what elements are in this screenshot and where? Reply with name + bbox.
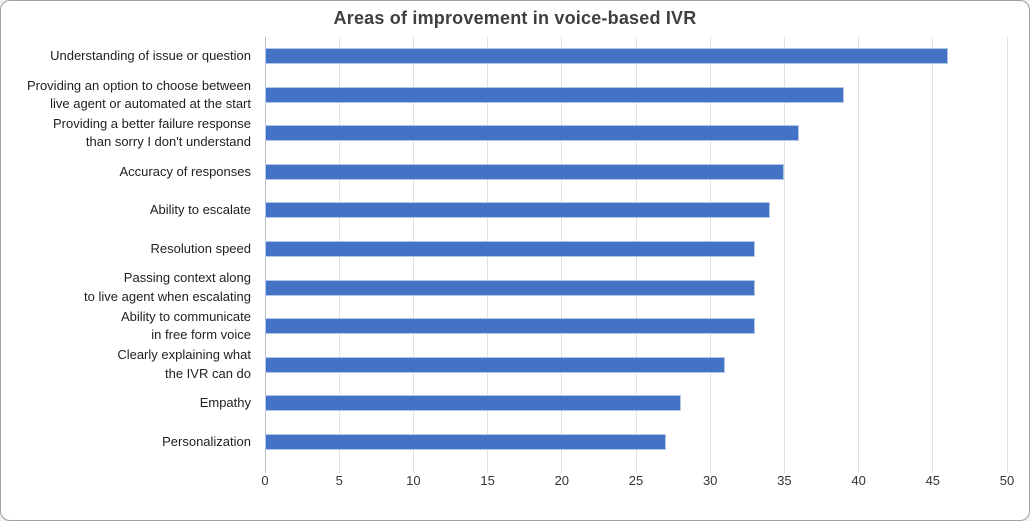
x-tick-label: 50 xyxy=(999,473,1015,488)
bar-row: Providing a better failure response than… xyxy=(1,114,1029,153)
bar-track xyxy=(265,37,1007,76)
category-label: Ability to communicate in free form voic… xyxy=(120,308,251,343)
category-label: Accuracy of responses xyxy=(119,163,251,179)
gridline xyxy=(858,37,860,473)
bar-track xyxy=(265,268,1007,307)
bar-row: Clearly explaining what the IVR can do xyxy=(1,345,1029,384)
bar xyxy=(265,356,726,373)
gridline xyxy=(783,37,785,473)
bar-rows: Understanding of issue or question Provid… xyxy=(1,37,1029,461)
bar xyxy=(265,279,755,296)
bar-row: Resolution speed xyxy=(1,230,1029,269)
category-label: Providing an option to choose between li… xyxy=(26,77,251,111)
bar-track xyxy=(265,422,1007,461)
category-label: Resolution speed xyxy=(150,240,251,256)
x-tick-label: 40 xyxy=(851,473,866,488)
x-tick-label: 10 xyxy=(406,473,421,488)
gridline xyxy=(1006,37,1008,473)
bar xyxy=(265,163,785,180)
category-label: Ability to escalate xyxy=(149,202,251,218)
bar-track xyxy=(265,230,1007,269)
x-tick-label: 5 xyxy=(335,473,343,488)
bar-row: Providing an option to choose between li… xyxy=(1,76,1029,115)
bar xyxy=(265,48,948,65)
bar-row: Ability to escalate xyxy=(1,191,1029,230)
bar xyxy=(265,125,800,142)
bar xyxy=(265,318,755,335)
x-tick-label: 35 xyxy=(777,473,792,488)
x-tick-label: 20 xyxy=(554,473,570,488)
bar-track xyxy=(265,76,1007,115)
chart-title: Areas of improvement in voice-based IVR xyxy=(333,8,697,28)
bar-row: Ability to communicate in free form voic… xyxy=(1,307,1029,346)
bar-row: Personalization xyxy=(1,422,1029,461)
category-label: Providing a better failure response than… xyxy=(52,116,251,150)
category-label: Empathy xyxy=(199,395,251,411)
bar-track xyxy=(265,191,1007,230)
bar-track xyxy=(265,384,1007,423)
bar xyxy=(265,202,770,219)
category-label: Personalization xyxy=(162,433,251,449)
bar-track xyxy=(265,345,1007,384)
x-tick-label: 15 xyxy=(480,473,495,488)
bar xyxy=(265,241,755,257)
bar-row: Empathy xyxy=(1,384,1029,423)
x-tick-label: 45 xyxy=(925,473,941,488)
category-label: Clearly explaining what the IVR can do xyxy=(117,347,251,381)
bar-track xyxy=(265,153,1007,192)
x-axis: 0 5 10 15 20 25 30 35 40 45 50 xyxy=(261,473,1014,493)
bar xyxy=(265,86,844,103)
category-label: Understanding of issue or question xyxy=(50,48,251,64)
gridline xyxy=(932,37,934,473)
bar-row: Passing context along to live agent when… xyxy=(1,268,1029,307)
bar-track xyxy=(265,307,1007,346)
x-tick-label: 0 xyxy=(261,473,269,488)
x-tick-label: 30 xyxy=(702,473,718,488)
bar-row: Understanding of issue or question xyxy=(1,37,1029,76)
bar-track xyxy=(265,114,1007,153)
bar xyxy=(265,395,681,412)
bar-row: Accuracy of responses xyxy=(1,153,1029,192)
category-label: Passing context along to live agent when… xyxy=(84,270,251,304)
bar xyxy=(265,433,666,450)
x-tick-label: 25 xyxy=(628,473,644,488)
